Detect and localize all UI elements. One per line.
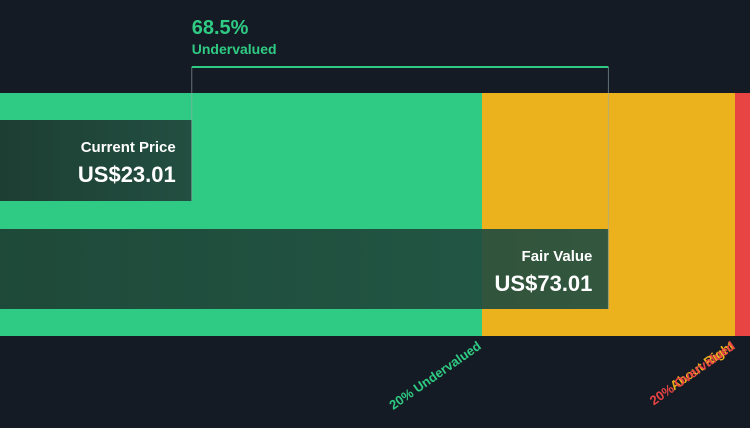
bar-value: US$73.01	[495, 271, 593, 296]
zone	[735, 93, 750, 336]
bar	[0, 120, 192, 201]
difference-text: Undervalued	[192, 41, 277, 57]
bar-category: Fair Value	[522, 248, 593, 265]
bar-category: Current Price	[81, 139, 176, 156]
difference-value: 68.5%	[192, 17, 249, 39]
bar-value: US$23.01	[78, 162, 176, 187]
bar	[0, 229, 609, 309]
